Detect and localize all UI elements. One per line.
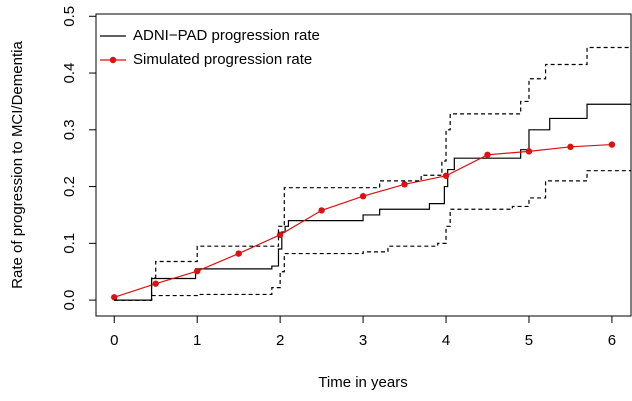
y-axis-label: Rate of progression to MCI/Dementia bbox=[9, 41, 26, 289]
confidence-line bbox=[114, 170, 631, 301]
series-point bbox=[318, 207, 325, 214]
series-point bbox=[401, 181, 408, 188]
series-point bbox=[608, 141, 616, 148]
series-line bbox=[114, 103, 631, 301]
series-point bbox=[567, 143, 574, 151]
series-point bbox=[484, 151, 491, 158]
series-point bbox=[193, 267, 201, 275]
plot-area bbox=[111, 46, 631, 301]
y-tick-label: 0.5 bbox=[61, 6, 78, 27]
legend-label: Simulated progression rate bbox=[133, 51, 312, 68]
legend-marker bbox=[109, 56, 117, 64]
y-tick-label: 0.4 bbox=[61, 63, 78, 84]
y-tick-label: 0.2 bbox=[61, 176, 78, 197]
x-tick-label: 3 bbox=[359, 332, 367, 349]
series-point bbox=[359, 193, 367, 200]
confidence-line bbox=[114, 46, 631, 301]
x-axis-label: Time in years bbox=[318, 374, 407, 391]
x-tick-label: 5 bbox=[525, 332, 533, 349]
x-tick-label: 0 bbox=[110, 332, 118, 349]
x-tick-label: 1 bbox=[193, 332, 201, 349]
legend-label: ADNI−PAD progression rate bbox=[133, 27, 320, 44]
series-point bbox=[235, 250, 242, 257]
y-tick-label: 0.3 bbox=[61, 119, 78, 140]
series-point bbox=[442, 172, 450, 179]
series-point bbox=[525, 148, 533, 155]
series-point bbox=[152, 280, 159, 287]
x-tick-label: 4 bbox=[442, 332, 450, 349]
y-tick-label: 0.1 bbox=[61, 233, 78, 254]
x-tick-label: 2 bbox=[276, 332, 284, 349]
x-tick-label: 6 bbox=[608, 332, 616, 349]
series-point bbox=[111, 294, 118, 301]
y-tick-label: 0.0 bbox=[61, 290, 78, 311]
